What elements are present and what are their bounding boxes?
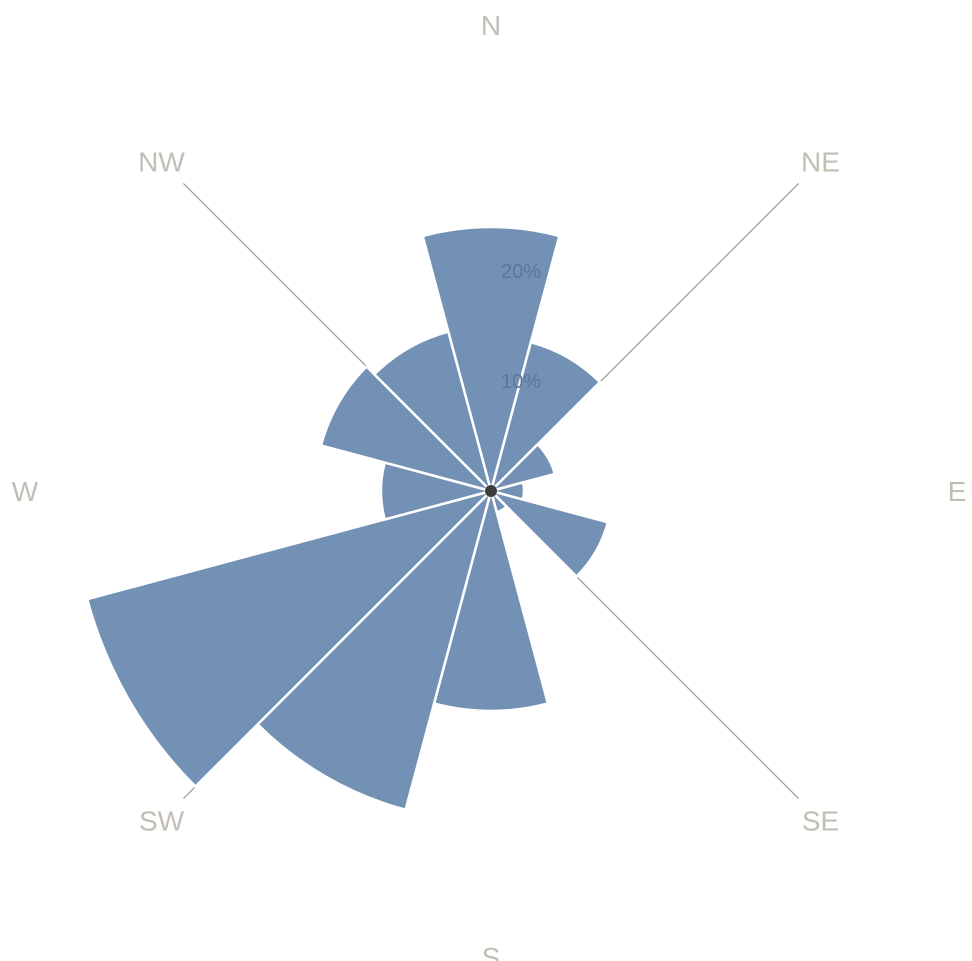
radial-tick-label: 10% (501, 371, 541, 393)
petal-ene (486, 442, 557, 494)
petals (85, 225, 610, 812)
direction-label-sw: SW (139, 806, 185, 837)
petal-ssw (255, 486, 494, 812)
direction-labels: N NE E SE S SW W NW (12, 10, 967, 961)
direction-label-n: N (481, 10, 501, 41)
petal-ese (486, 488, 610, 579)
petal-sw (85, 488, 496, 789)
direction-label-w: W (12, 476, 39, 507)
direction-label-s: S (482, 942, 501, 961)
petal-nnw (372, 330, 494, 496)
petal-wnw (319, 364, 496, 494)
direction-label-se: SE (802, 806, 839, 837)
petal-nne (488, 340, 602, 496)
ring-labels: 10% 20% (501, 261, 541, 393)
petal-n (421, 225, 561, 496)
direction-label-ne: NE (801, 147, 840, 178)
radial-tick-label: 20% (501, 261, 541, 283)
center-dot (485, 485, 497, 497)
direction-label-nw: NW (138, 147, 185, 178)
direction-label-e: E (948, 476, 967, 507)
petal-s (432, 486, 550, 713)
